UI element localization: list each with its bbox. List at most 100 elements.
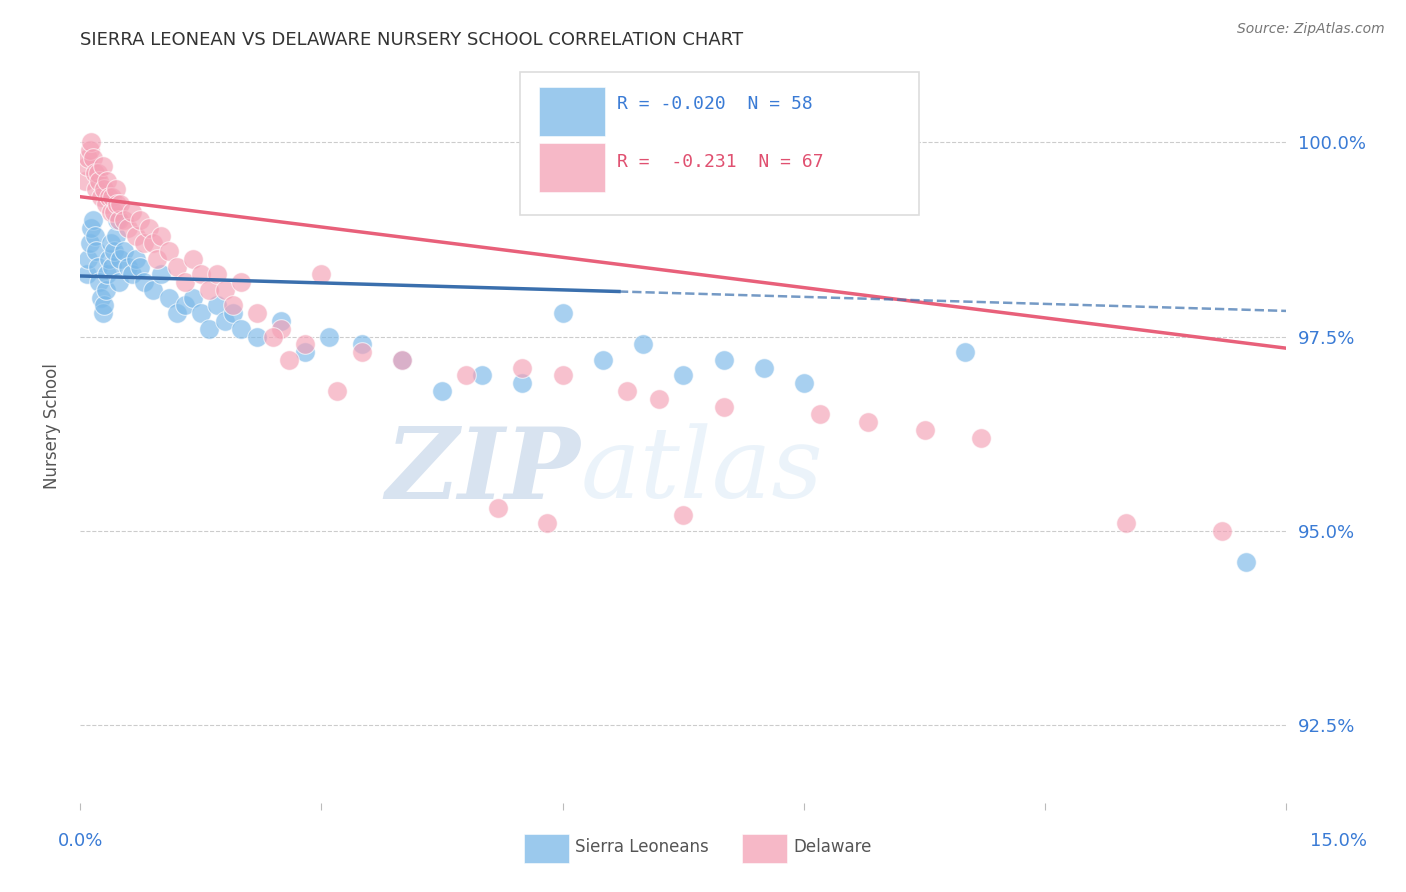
Point [83, 166, 105, 180]
Point [107, 275, 129, 289]
Point [229, 275, 252, 289]
Point [1234, 555, 1257, 569]
Point [134, 236, 156, 251]
Point [79, 236, 101, 251]
Text: 0.0%: 0.0% [58, 832, 103, 850]
Point [713, 400, 735, 414]
Point [551, 306, 574, 320]
Point [100, 236, 122, 251]
Point [198, 283, 221, 297]
Point [205, 268, 228, 282]
Point [214, 283, 236, 297]
Text: atlas: atlas [581, 424, 824, 519]
Point [222, 298, 245, 312]
Point [121, 268, 143, 282]
Point [391, 352, 413, 367]
Point [90, 190, 112, 204]
Point [96, 268, 118, 282]
Point [672, 368, 695, 383]
Point [512, 360, 534, 375]
Point [648, 392, 671, 406]
Point [551, 368, 574, 383]
Point [173, 298, 195, 312]
Text: ZIP: ZIP [385, 423, 581, 519]
Point [134, 275, 156, 289]
Point [80, 136, 103, 150]
Point [93, 182, 115, 196]
Point [616, 384, 638, 398]
Point [107, 213, 129, 227]
Point [145, 252, 167, 266]
Point [430, 384, 453, 398]
Point [222, 306, 245, 320]
Point [100, 205, 122, 219]
Point [79, 143, 101, 157]
Point [536, 516, 558, 530]
Point [117, 260, 139, 274]
Point [270, 314, 292, 328]
Point [166, 306, 188, 320]
Point [94, 197, 117, 211]
Point [486, 500, 509, 515]
Point [149, 228, 172, 243]
Point [326, 384, 349, 398]
Point [98, 190, 121, 204]
Point [105, 197, 128, 211]
Point [173, 275, 195, 289]
Text: R =  -0.231  N = 67: R = -0.231 N = 67 [617, 153, 824, 171]
Point [752, 360, 775, 375]
Point [318, 329, 340, 343]
Point [89, 174, 111, 188]
Point [350, 345, 373, 359]
Point [141, 236, 163, 251]
FancyBboxPatch shape [538, 87, 605, 136]
Point [121, 205, 143, 219]
Point [858, 415, 880, 429]
Point [953, 345, 976, 359]
Point [190, 306, 212, 320]
Point [181, 291, 204, 305]
Point [1115, 516, 1137, 530]
Point [77, 252, 100, 266]
Point [94, 283, 117, 297]
Point [105, 213, 128, 227]
Point [311, 268, 333, 282]
Point [592, 352, 614, 367]
Point [391, 352, 413, 367]
Point [294, 345, 316, 359]
Point [970, 431, 993, 445]
Point [793, 376, 815, 391]
Point [104, 228, 127, 243]
Point [456, 368, 478, 383]
Point [157, 244, 180, 258]
Point [713, 352, 735, 367]
Point [110, 197, 132, 211]
Point [471, 368, 494, 383]
Point [112, 213, 135, 227]
Point [89, 275, 111, 289]
FancyBboxPatch shape [520, 71, 918, 215]
Point [125, 252, 148, 266]
Point [672, 508, 695, 523]
Point [198, 322, 221, 336]
Point [104, 182, 127, 196]
Point [350, 337, 373, 351]
Point [73, 174, 96, 188]
Point [138, 220, 160, 235]
FancyBboxPatch shape [538, 144, 605, 193]
Point [246, 306, 269, 320]
Point [84, 244, 107, 258]
Point [76, 268, 98, 282]
Text: Delaware: Delaware [793, 838, 872, 856]
Point [214, 314, 236, 328]
Point [117, 220, 139, 235]
Point [262, 329, 284, 343]
Point [270, 322, 292, 336]
Point [84, 182, 107, 196]
Point [103, 244, 125, 258]
Point [181, 252, 204, 266]
Point [103, 205, 125, 219]
Point [110, 252, 132, 266]
Y-axis label: Nursery School: Nursery School [44, 363, 62, 489]
Point [157, 291, 180, 305]
